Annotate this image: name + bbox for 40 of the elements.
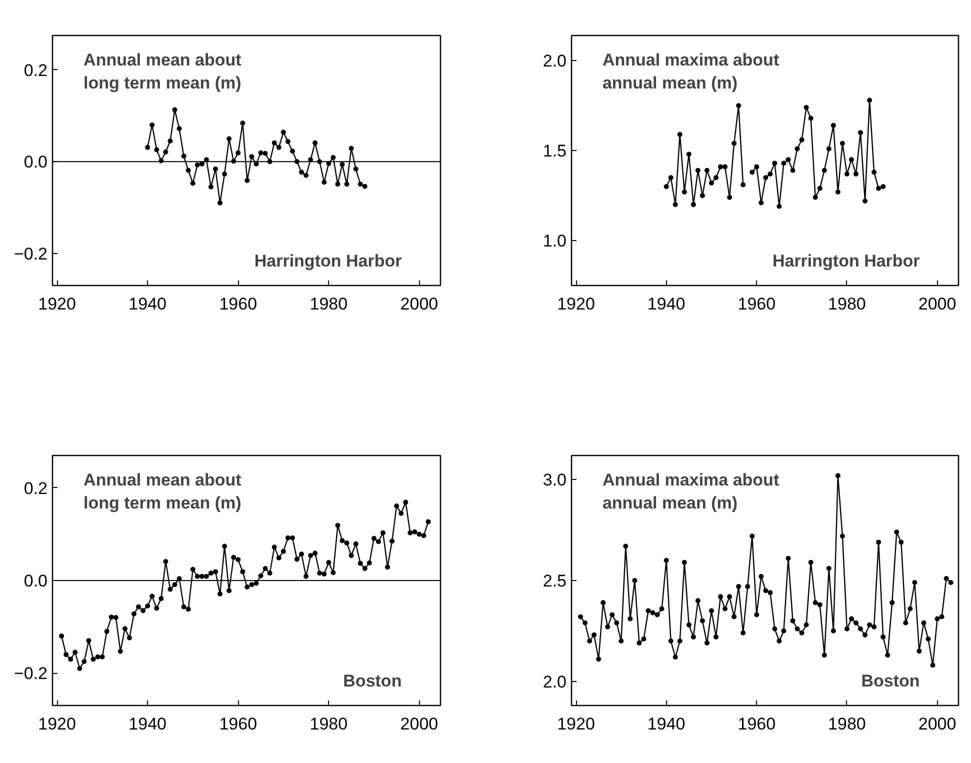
x-tick-label: 1920 xyxy=(557,714,595,734)
x-tick-label: 1940 xyxy=(128,294,166,314)
y-tick-label: 2.0 xyxy=(542,52,567,71)
x-tick-label: 1960 xyxy=(738,294,776,314)
text: Annual maxima about annual mean (m) xyxy=(602,50,780,92)
y-tick-label: −0.2 xyxy=(14,244,48,264)
x-tick-label: 2000 xyxy=(918,714,956,734)
y-tick-label: 2.5 xyxy=(542,572,567,590)
y-tick-label: −0.2 xyxy=(14,664,48,684)
x-tick-label: 1980 xyxy=(310,714,348,734)
x-tick-label: 1960 xyxy=(219,714,258,734)
x-tick-label: 1920 xyxy=(38,294,76,314)
annotation: Boston xyxy=(343,672,402,690)
x-tick-label: 1980 xyxy=(310,294,348,314)
x-tick-label: 1980 xyxy=(828,294,866,314)
x-tick-label: 1960 xyxy=(738,714,776,734)
x-tick-label: 1920 xyxy=(557,294,595,314)
annotation: Harrington Harbor xyxy=(254,252,402,270)
x-tick-label: 1980 xyxy=(828,714,866,734)
y-tick-label: 0.0 xyxy=(24,572,48,590)
x-tick-label: 1960 xyxy=(219,294,258,314)
annotation: Boston xyxy=(861,672,920,690)
y-tick-label: 0.2 xyxy=(24,60,48,80)
y-tick-label: 2.0 xyxy=(542,672,567,692)
x-tick-label: 2000 xyxy=(400,714,438,734)
text: Annual mean about long term mean (m) xyxy=(84,470,242,512)
x-tick-label: 1940 xyxy=(128,714,166,734)
x-tick-label: 1920 xyxy=(38,714,76,734)
x-tick-label: 2000 xyxy=(400,294,438,314)
y-tick-label: 0.0 xyxy=(24,152,48,172)
text: Annual mean about long term mean (m) xyxy=(84,50,242,92)
y-tick-label: 1.5 xyxy=(542,142,567,161)
text: Annual maxima about annual mean (m) xyxy=(602,470,780,512)
x-tick-label: 1940 xyxy=(647,294,686,314)
annotation: Harrington Harbor xyxy=(772,252,920,270)
y-tick-label: 0.2 xyxy=(24,478,48,498)
y-tick-label: 3.0 xyxy=(542,470,567,490)
y-tick-label: 1.0 xyxy=(542,232,567,251)
x-tick-label: 1940 xyxy=(647,714,686,734)
x-tick-label: 2000 xyxy=(918,294,956,314)
